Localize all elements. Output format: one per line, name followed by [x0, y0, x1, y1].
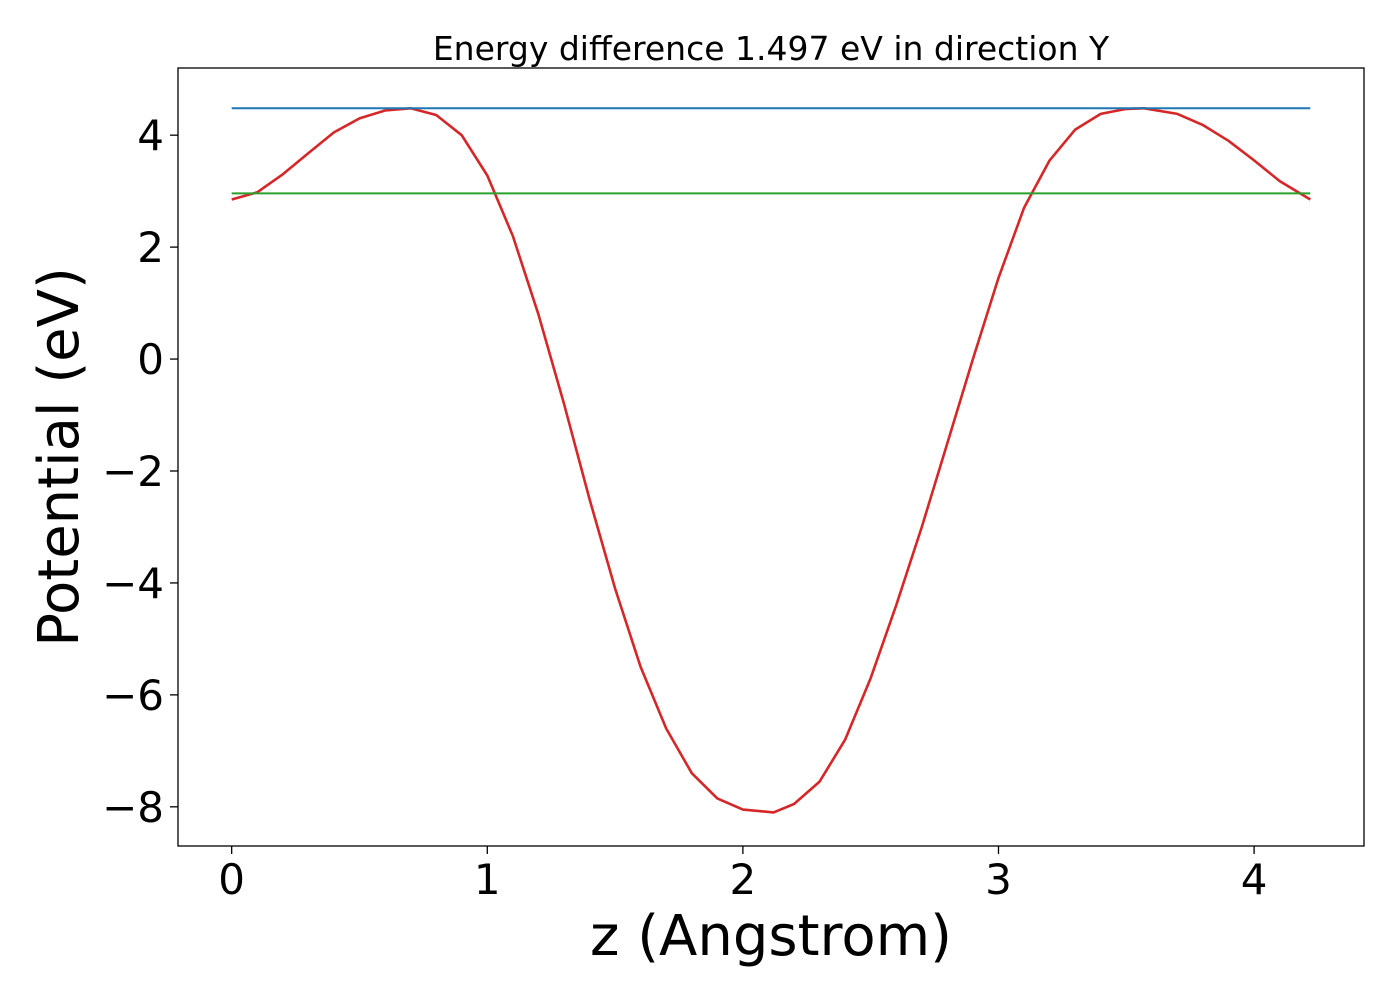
chart-title: Energy difference 1.497 eV in direction …: [433, 29, 1110, 68]
y-axis: −8 −6 −4 −2 0 2 4: [102, 111, 178, 832]
y-tick-label: −2: [102, 447, 164, 496]
y-tick-label: −6: [102, 671, 164, 720]
x-tick-label: 3: [985, 855, 1012, 904]
y-tick-label: −8: [102, 783, 164, 832]
x-axis: 0 1 2 3 4: [218, 846, 1267, 904]
x-tick-label: 4: [1241, 855, 1268, 904]
x-tick-label: 0: [218, 855, 245, 904]
plot-frame: [177, 67, 1365, 847]
y-tick-label: 4: [137, 111, 164, 160]
y-tick-label: 0: [137, 335, 164, 384]
x-tick-label: 1: [474, 855, 501, 904]
y-tick-label: 2: [137, 223, 164, 272]
x-tick-label: 2: [730, 855, 757, 904]
x-axis-label: z (Angstrom): [590, 904, 952, 969]
y-axis-label: Potential (eV): [27, 267, 92, 647]
plot-lines: [231, 107, 1311, 814]
y-tick-label: −4: [102, 559, 164, 608]
series-line-0: [231, 107, 1311, 814]
